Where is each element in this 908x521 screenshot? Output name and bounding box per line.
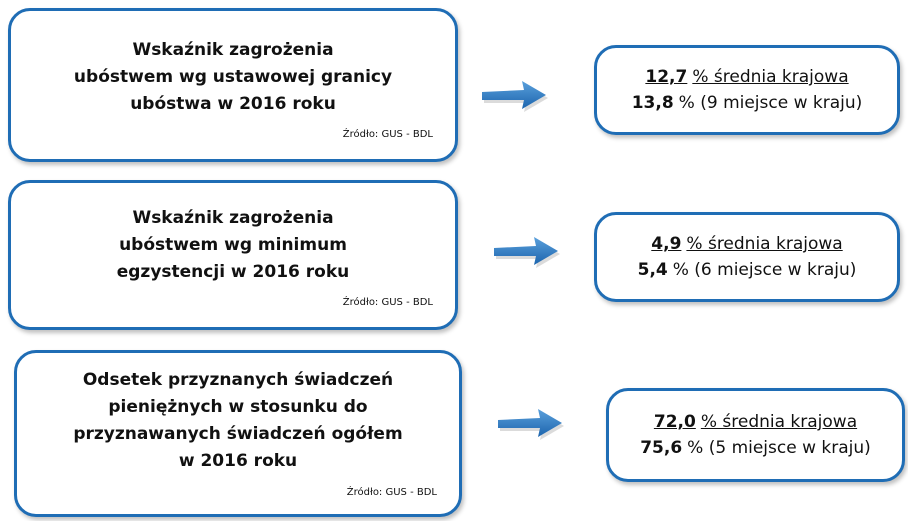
title-line: ubóstwa w 2016 roku [130, 94, 336, 114]
title-line: Wskaźnik zagrożenia [132, 40, 334, 60]
regional-label: % (5 miejsce w kraju) [687, 438, 871, 458]
regional-value: 75,6 [640, 438, 683, 458]
regional-label: % (6 miejsce w kraju) [672, 260, 857, 280]
indicator-title: Wskaźnik zagrożenia ubóstwem wg minimum eg… [11, 205, 455, 286]
result-box: 72,0% średnia krajowa 75,6% (5 miejsce w … [606, 388, 905, 482]
national-line: 12,7% średnia krajowa [645, 64, 848, 90]
national-line: 4,9% średnia krajowa [651, 231, 842, 257]
source: Źródło: GUS - BDL [342, 129, 433, 140]
regional-line: 5,4% (6 miejsce w kraju) [638, 257, 857, 283]
arrow [482, 81, 548, 112]
regional-label: % (9 miejsce w kraju) [678, 93, 863, 113]
source: Źródło: GUS - BDL [342, 297, 433, 308]
national-label: % średnia krajowa [692, 67, 849, 87]
indicator-title: Odsetek przyznanych świadczeń pieniężnych… [17, 367, 459, 475]
result-box: 4,9% średnia krajowa 5,4% (6 miejsce w kr… [594, 212, 900, 302]
title-line: ubóstwem wg minimum [119, 235, 347, 255]
regional-value: 5,4 [637, 260, 668, 280]
title-line: w 2016 roku [178, 451, 298, 471]
national-value: 72,0 [653, 412, 696, 432]
national-line: 72,0% średnia krajowa [654, 409, 857, 435]
national-label: % średnia krajowa [700, 412, 858, 432]
regional-line: 13,8% (9 miejsce w kraju) [632, 90, 863, 116]
indicator-box: Wskaźnik zagrożenia ubóstwem wg ustawowej… [8, 8, 458, 162]
national-label: % średnia krajowa [686, 234, 843, 254]
arrow [498, 409, 564, 440]
regional-line: 75,6% (5 miejsce w kraju) [640, 435, 871, 461]
title-line: Wskaźnik zagrożenia [132, 208, 334, 228]
title-line: Odsetek przyznanych świadczeń [82, 370, 394, 390]
indicator-title: Wskaźnik zagrożenia ubóstwem wg ustawowej… [11, 37, 455, 118]
national-value: 4,9 [651, 234, 682, 254]
result-box: 12,7% średnia krajowa 13,8% (9 miejsce w … [594, 45, 900, 135]
regional-value: 13,8 [631, 93, 674, 113]
title-line: przyznawanych świadczeń ogółem [73, 424, 403, 444]
national-value: 12,7 [645, 67, 688, 87]
source: Źródło: GUS - BDL [346, 487, 437, 498]
title-line: pieniężnych w stosunku do [108, 397, 368, 417]
indicator-box: Odsetek przyznanych świadczeń pieniężnych… [14, 350, 462, 517]
title-line: ubóstwem wg ustawowej granicy [73, 67, 393, 87]
indicator-box: Wskaźnik zagrożenia ubóstwem wg minimum eg… [8, 180, 458, 330]
title-line: egzystencji w 2016 roku [116, 262, 350, 282]
arrow [494, 237, 560, 268]
